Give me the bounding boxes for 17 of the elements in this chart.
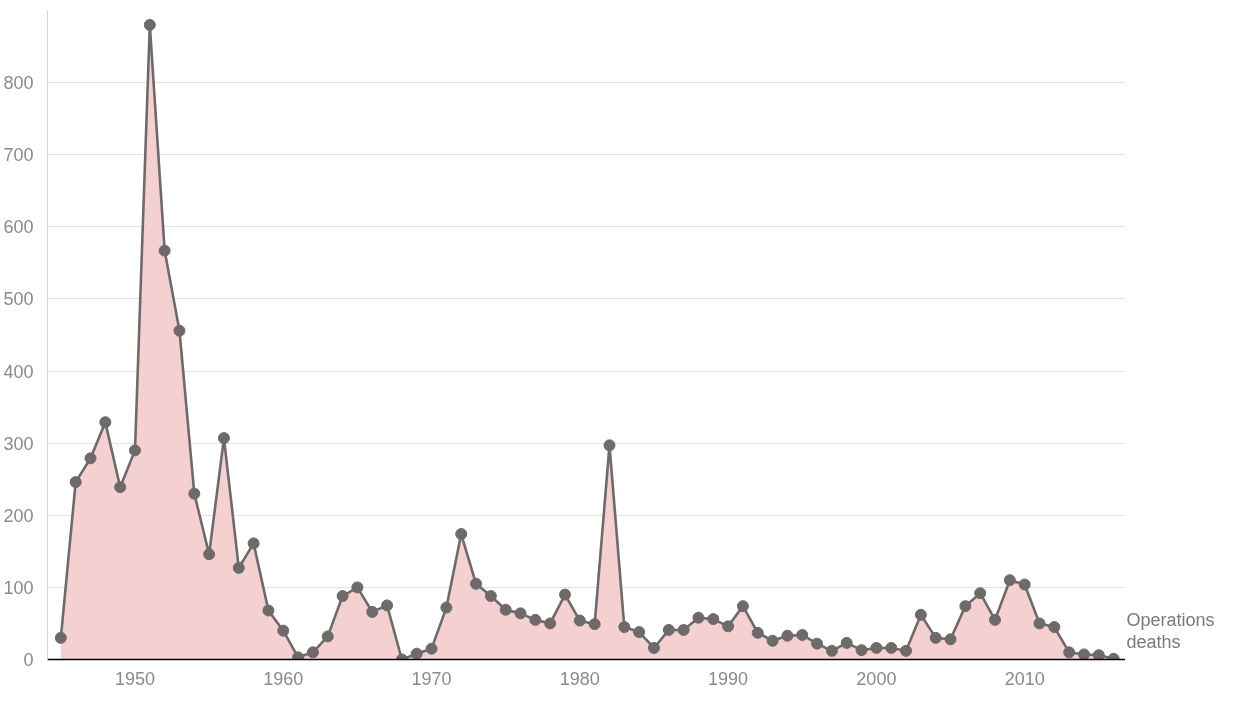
x-tick-label: 1950	[114, 668, 156, 689]
y-tick-label: 0	[23, 650, 34, 670]
y-tick-label: 100	[3, 577, 34, 598]
y-tick-label: 400	[3, 361, 34, 382]
y-tick-label: 800	[3, 73, 34, 94]
y-tick-label: 500	[3, 289, 34, 310]
x-tick-label: 2010	[1004, 668, 1045, 689]
series-label: Operations deaths	[1126, 609, 1215, 652]
y-tick-label: 300	[3, 433, 34, 454]
x-tick-label: 2000	[856, 668, 897, 689]
y-tick-label: 200	[3, 505, 34, 526]
x-tick-label: 1970	[411, 668, 452, 689]
x-tick-label: 1960	[263, 668, 304, 689]
x-tick-label: 1990	[708, 668, 749, 689]
y-tick-label: 700	[3, 145, 34, 166]
x-tick-label: 1980	[559, 668, 600, 689]
y-tick-label: 600	[3, 217, 34, 238]
